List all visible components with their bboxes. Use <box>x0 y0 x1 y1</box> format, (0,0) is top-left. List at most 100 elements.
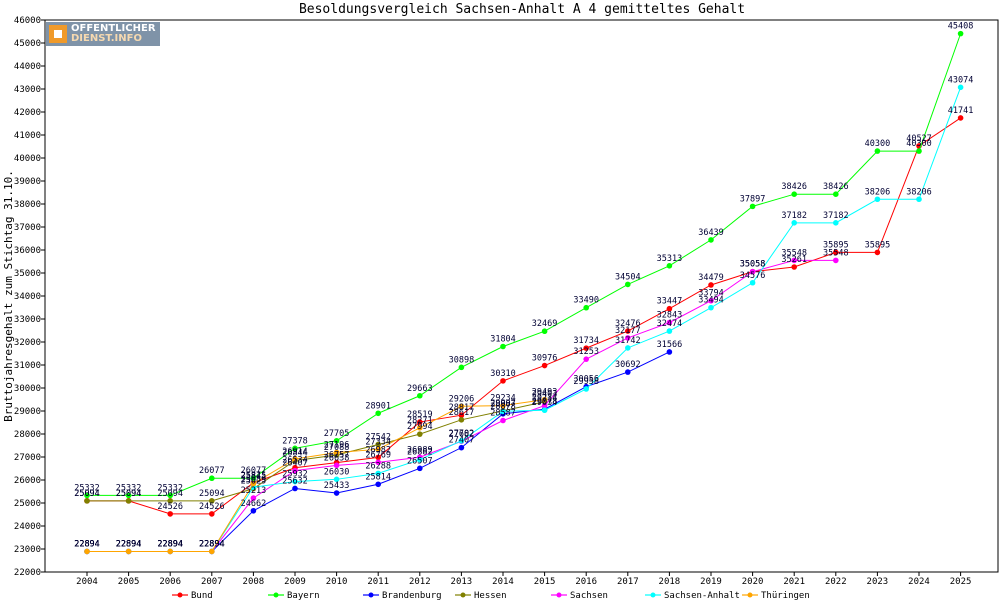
data-point <box>666 319 673 326</box>
x-tick-label: 2011 <box>367 577 389 587</box>
data-label: 26030 <box>324 467 350 477</box>
data-label: 31742 <box>615 336 641 346</box>
data-label: 29234 <box>532 394 558 404</box>
data-point <box>708 282 714 288</box>
data-label: 22894 <box>74 539 100 549</box>
data-label: 28519 <box>407 410 433 420</box>
y-tick-label: 22000 <box>14 568 41 578</box>
data-label: 25094 <box>157 489 183 499</box>
data-point <box>417 392 423 399</box>
legend-swatch-marker <box>460 592 466 598</box>
data-point <box>458 403 465 410</box>
y-tick-label: 46000 <box>14 16 41 26</box>
legend-label: Sachsen <box>570 591 608 600</box>
data-label: 26407 <box>282 459 308 469</box>
data-point <box>417 465 423 472</box>
data-label: 35058 <box>740 260 766 270</box>
data-label: 29206 <box>449 394 475 404</box>
y-tick-label: 23000 <box>14 545 41 555</box>
data-label: 40300 <box>906 139 932 149</box>
data-point <box>625 369 631 375</box>
data-point <box>666 349 673 355</box>
data-label: 27334 <box>365 437 391 447</box>
y-tick-label: 44000 <box>14 62 41 72</box>
data-label: 22894 <box>199 539 225 549</box>
data-point <box>874 196 881 203</box>
data-label: 33794 <box>698 289 724 299</box>
series-sachsen-anhalt <box>84 84 964 555</box>
data-point <box>84 492 90 499</box>
data-label: 32469 <box>532 319 558 329</box>
data-point <box>708 304 714 311</box>
data-label: 38206 <box>906 187 932 197</box>
legend-label: Sachsen-Anhalt <box>664 591 740 600</box>
data-label: 34479 <box>698 273 724 283</box>
data-point <box>916 148 922 154</box>
y-tick-label: 27000 <box>14 453 41 463</box>
legend-swatch-marker <box>368 592 374 598</box>
data-point <box>125 498 132 504</box>
data-point <box>541 402 548 409</box>
series-line <box>87 399 545 552</box>
data-label: 26534 <box>282 456 308 466</box>
data-point <box>583 345 589 351</box>
data-label: 32476 <box>615 319 641 329</box>
y-tick-label: 37000 <box>14 223 41 233</box>
x-tick-label: 2014 <box>492 577 514 587</box>
data-point <box>583 386 589 392</box>
data-point <box>209 511 215 517</box>
data-point <box>375 459 382 466</box>
site-logo: OFFENTLICHER DIENST.INFO <box>46 22 160 46</box>
data-point <box>209 548 215 555</box>
y-tick-label: 31000 <box>14 361 41 371</box>
data-label: 26769 <box>365 450 391 460</box>
y-tick-label: 26000 <box>14 476 41 486</box>
data-label: 29493 <box>532 388 558 398</box>
data-label: 32843 <box>657 311 683 321</box>
data-label: 31253 <box>573 347 599 357</box>
data-label: 29234 <box>490 394 516 404</box>
y-tick-label: 28000 <box>14 430 41 440</box>
y-tick-label: 24000 <box>14 522 41 532</box>
data-label: 40300 <box>865 139 891 149</box>
data-point <box>708 297 714 304</box>
data-point <box>749 268 756 275</box>
data-label: 29007 <box>490 399 516 409</box>
x-tick-label: 2016 <box>575 577 597 587</box>
data-point <box>541 362 548 369</box>
data-label: 27705 <box>324 429 350 439</box>
data-label: 35313 <box>657 254 683 264</box>
data-label: 37182 <box>781 211 807 221</box>
data-point <box>167 498 173 504</box>
data-point <box>333 476 340 483</box>
legend-swatch-marker <box>650 592 656 598</box>
data-point <box>375 470 382 477</box>
data-label: 37897 <box>740 194 766 204</box>
y-tick-label: 30000 <box>14 384 41 394</box>
x-tick-label: 2022 <box>825 577 847 587</box>
data-point <box>167 548 173 555</box>
data-point <box>458 444 465 451</box>
data-label: 25094 <box>199 489 225 499</box>
data-label: 26757 <box>324 451 350 461</box>
data-point <box>583 356 589 362</box>
x-tick-label: 2009 <box>284 577 306 587</box>
x-tick-label: 2008 <box>243 577 265 587</box>
data-label: 33447 <box>657 297 683 307</box>
y-tick-label: 41000 <box>14 131 41 141</box>
legend-swatch-marker <box>556 592 562 598</box>
data-label: 29034 <box>532 398 558 408</box>
data-label: 26844 <box>282 449 308 459</box>
data-point <box>833 191 839 198</box>
data-point <box>125 492 132 499</box>
data-label: 31804 <box>490 335 516 345</box>
data-point <box>666 328 673 334</box>
data-point <box>333 462 340 469</box>
data-point <box>500 378 506 384</box>
data-label: 29958 <box>573 377 599 387</box>
data-label: 37182 <box>823 211 849 221</box>
y-axis-label: Bruttojahresgehalt zum Stichtag 31.10. <box>2 170 15 422</box>
data-label: 24526 <box>199 502 225 512</box>
data-label: 30692 <box>615 360 641 370</box>
